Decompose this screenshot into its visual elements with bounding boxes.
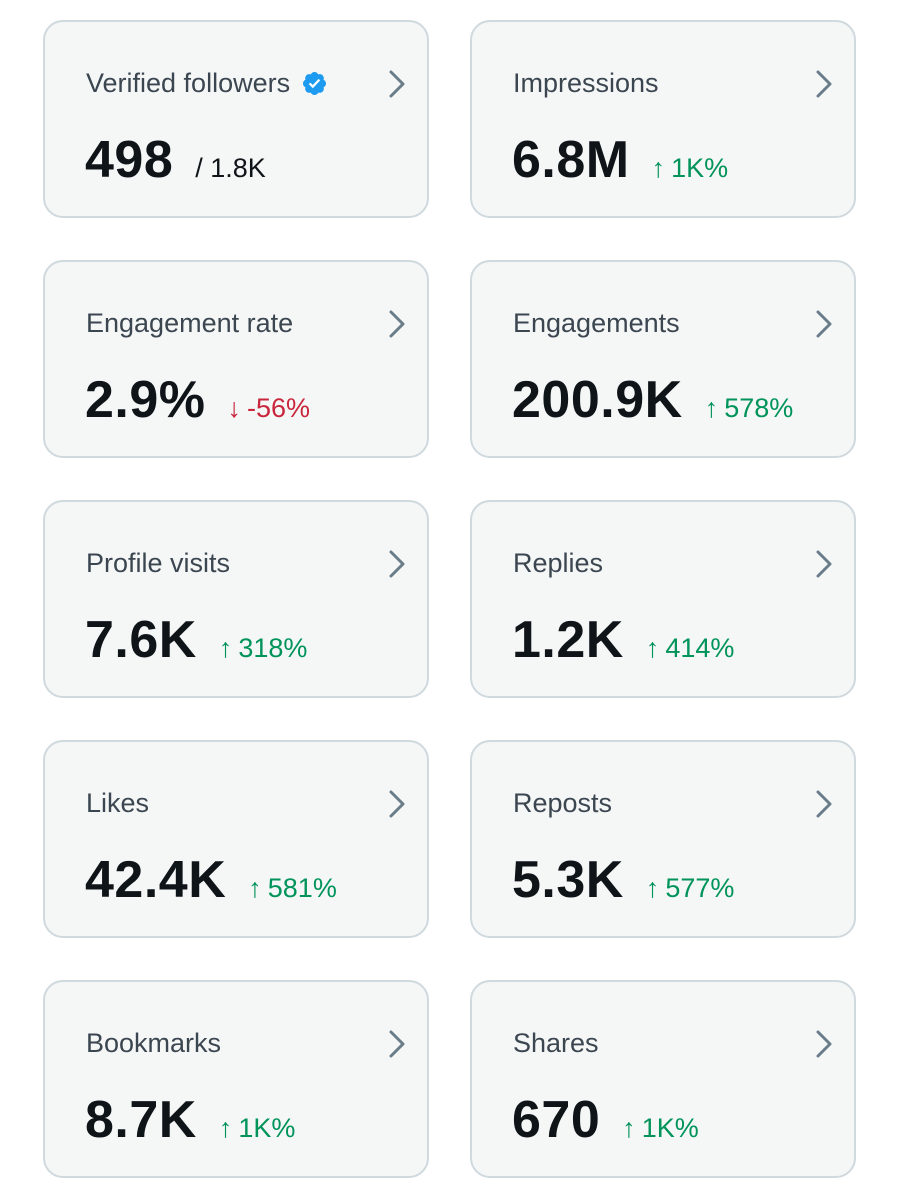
- metric-value-row: 5.3K ↑ 577%: [512, 848, 734, 912]
- metric-change: ↓ -56%: [227, 393, 311, 423]
- metric-value-row: 670 ↑ 1K%: [512, 1088, 699, 1152]
- chevron-right-icon[interactable]: [813, 308, 835, 340]
- metric-value-row: 6.8M ↑ 1K%: [512, 128, 728, 192]
- metric-value: 2.9%: [85, 371, 206, 429]
- chevron-right-icon[interactable]: [813, 548, 835, 580]
- metric-label: Shares: [513, 1028, 599, 1058]
- metric-value: 498: [85, 131, 174, 189]
- metric-card-shares[interactable]: Shares 670 ↑ 1K%: [470, 980, 856, 1178]
- arrow-up-icon: ↑: [622, 1113, 636, 1143]
- arrow-up-icon: ↑: [248, 873, 262, 903]
- chevron-right-icon[interactable]: [386, 308, 408, 340]
- metric-change: ↑ 318%: [218, 633, 308, 663]
- arrow-up-icon: ↑: [704, 393, 719, 423]
- metric-value: 7.6K: [85, 611, 197, 669]
- arrow-up-icon: ↑: [651, 153, 666, 183]
- metric-value-row: 1.2K ↑ 414%: [512, 608, 734, 672]
- chevron-right-icon[interactable]: [813, 1028, 835, 1060]
- arrow-down-icon: ↓: [227, 393, 242, 423]
- arrow-up-icon: ↑: [218, 1113, 233, 1143]
- metric-value-row: 42.4K ↑ 581%: [85, 848, 337, 912]
- metric-label: Engagements: [513, 308, 680, 338]
- metric-value-row: 7.6K ↑ 318%: [85, 608, 307, 672]
- metric-value: 5.3K: [512, 851, 624, 909]
- chevron-right-icon[interactable]: [386, 68, 408, 100]
- metric-value-row: 498 / 1.8K: [85, 128, 266, 192]
- chevron-right-icon[interactable]: [813, 68, 835, 100]
- metric-value: 42.4K: [85, 851, 227, 909]
- metric-value: 6.8M: [512, 131, 630, 189]
- metric-value-row: 2.9% ↓ -56%: [85, 368, 310, 432]
- metric-card-verified-followers[interactable]: Verified followers 498 / 1.8K: [43, 20, 429, 218]
- chevron-right-icon[interactable]: [386, 788, 408, 820]
- metric-label: Bookmarks: [86, 1028, 222, 1058]
- metric-total: / 1.8K: [195, 153, 266, 183]
- metric-change: ↑ 577%: [645, 873, 735, 903]
- arrow-up-icon: ↑: [645, 873, 660, 903]
- metric-label: Likes: [86, 788, 150, 818]
- metric-value: 8.7K: [85, 1091, 197, 1149]
- metric-label: Profile visits: [86, 548, 231, 578]
- metric-label: Impressions: [513, 68, 659, 98]
- metric-change: ↑ 581%: [248, 873, 337, 903]
- chevron-right-icon[interactable]: [386, 548, 408, 580]
- metric-card-impressions[interactable]: Impressions 6.8M ↑ 1K%: [470, 20, 856, 218]
- verified-badge-icon: [303, 71, 327, 95]
- chevron-right-icon[interactable]: [813, 788, 835, 820]
- metric-label: Engagement rate: [86, 308, 294, 338]
- metric-label: Replies: [513, 548, 604, 578]
- metric-value: 1.2K: [512, 611, 624, 669]
- metric-change: ↑ 414%: [645, 633, 735, 663]
- metric-card-profile-visits[interactable]: Profile visits 7.6K ↑ 318%: [43, 500, 429, 698]
- metric-value-row: 200.9K ↑ 578%: [512, 368, 793, 432]
- metric-card-replies[interactable]: Replies 1.2K ↑ 414%: [470, 500, 856, 698]
- metric-change: ↑ 1K%: [651, 153, 729, 183]
- arrow-up-icon: ↑: [218, 633, 233, 663]
- metric-card-reposts[interactable]: Reposts 5.3K ↑ 577%: [470, 740, 856, 938]
- metric-value: 200.9K: [512, 371, 683, 429]
- chevron-right-icon[interactable]: [386, 1028, 408, 1060]
- metric-card-bookmarks[interactable]: Bookmarks 8.7K ↑ 1K%: [43, 980, 429, 1178]
- metric-change: ↑ 1K%: [218, 1113, 296, 1143]
- metric-value-row: 8.7K ↑ 1K%: [85, 1088, 295, 1152]
- metric-label: Verified followers: [86, 66, 328, 100]
- metric-value: 670: [512, 1091, 601, 1149]
- metric-change: ↑ 1K%: [622, 1113, 699, 1143]
- metric-label: Reposts: [513, 788, 613, 818]
- metric-card-engagements[interactable]: Engagements 200.9K ↑ 578%: [470, 260, 856, 458]
- metric-change: ↑ 578%: [704, 393, 794, 423]
- arrow-up-icon: ↑: [645, 633, 660, 663]
- metric-card-engagement-rate[interactable]: Engagement rate 2.9% ↓ -56%: [43, 260, 429, 458]
- metric-card-likes[interactable]: Likes 42.4K ↑ 581%: [43, 740, 429, 938]
